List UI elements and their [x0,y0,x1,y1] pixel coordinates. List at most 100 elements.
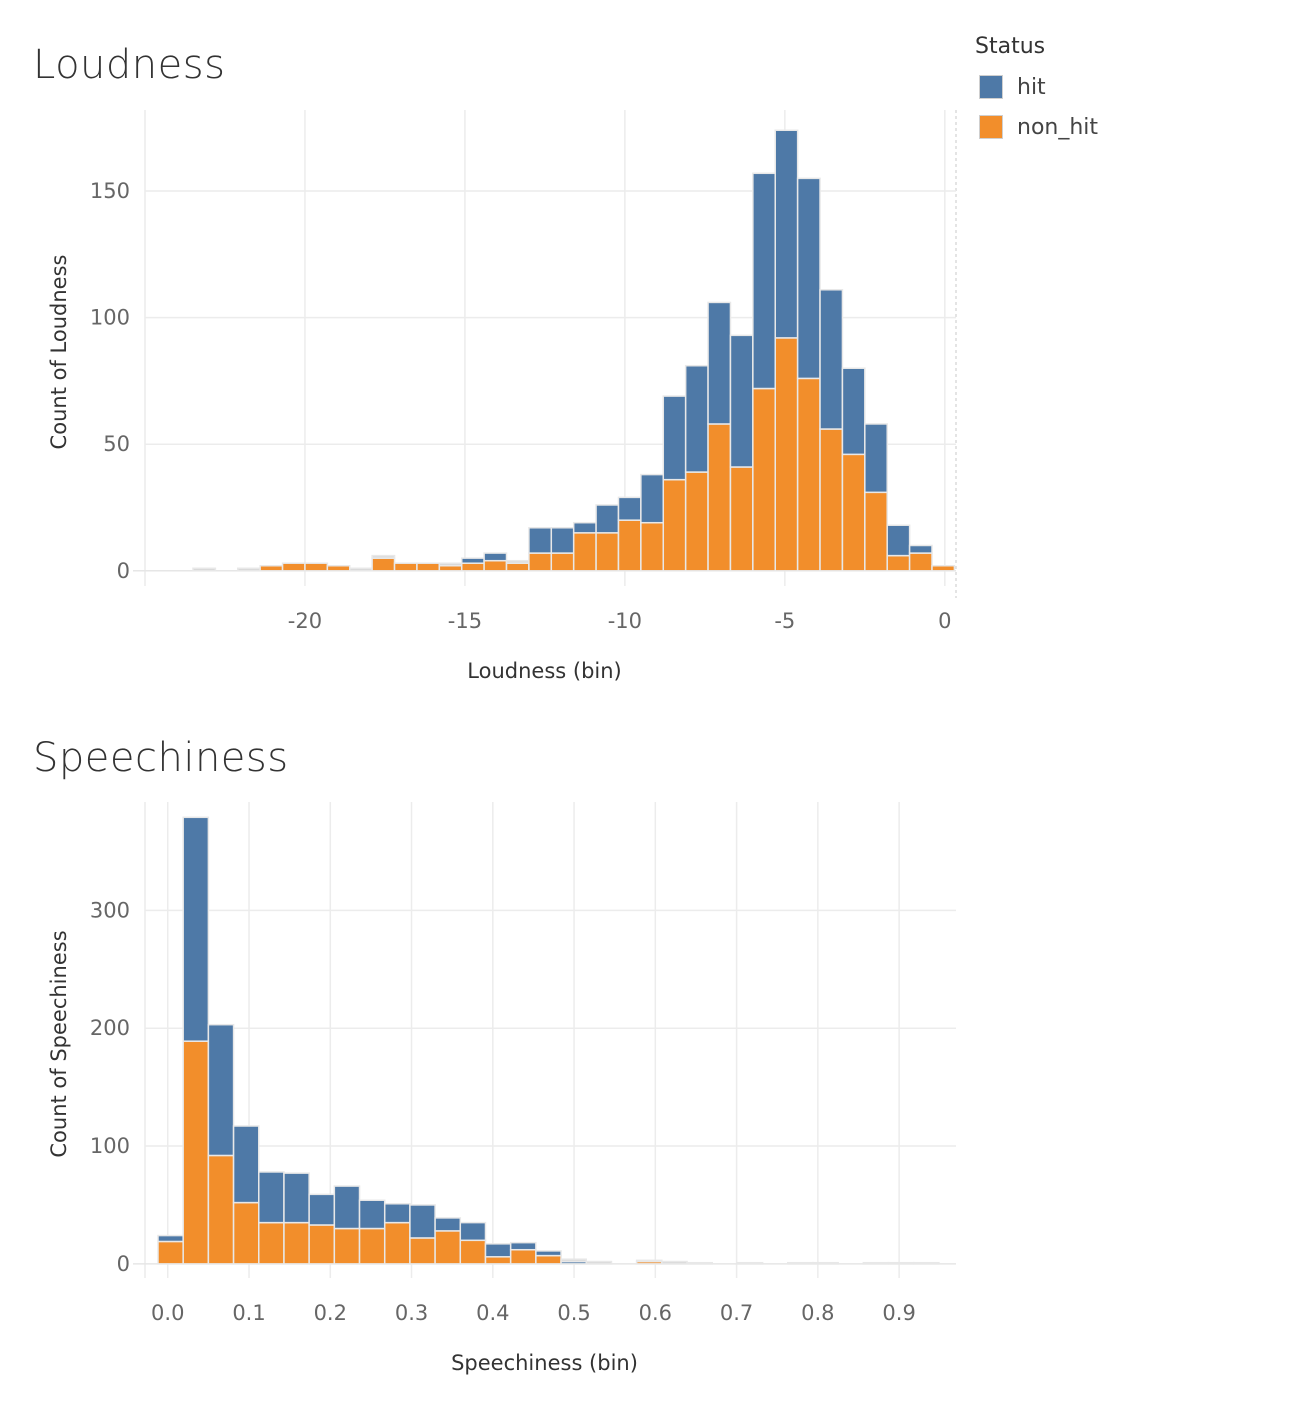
bar-segment [787,1261,814,1265]
bar-segment [528,552,553,572]
bar-segment [862,1261,890,1265]
bar-segment [192,567,217,572]
bar-segment [595,532,620,572]
bar-segment [333,1227,361,1265]
bar-segment [505,562,530,572]
bar-segment [684,364,709,473]
bar-segment [560,1258,588,1263]
bar-segment [535,1250,562,1257]
legend-title: Status [975,34,1046,59]
bar-segment [796,377,821,572]
y-tick-label: 150 [90,179,130,203]
bar-segment [684,471,709,572]
x-tick-label: -15 [448,609,482,633]
bar-segment [283,1172,310,1224]
x-tick-label: 0.3 [395,1301,428,1325]
bar-segment [908,552,933,572]
y-axis-title: Count of Loudness [47,255,71,450]
bar-segment [207,1023,235,1157]
x-axis-title: Speechiness (bin) [451,1351,638,1375]
bar-segment [333,1185,361,1230]
bar-segment [796,177,821,380]
bar-segment [232,1125,260,1204]
bar-segment [459,1239,487,1265]
x-axis-title: Loudness (bin) [467,659,621,683]
bar-segment [729,334,754,468]
bar-segment [438,562,463,567]
bar-segment [887,1261,915,1265]
bar-segment [707,423,732,572]
bar-segment [662,395,687,481]
bar-segment [864,423,888,494]
x-tick-label: 0.9 [882,1301,915,1325]
bar-segment [864,491,888,572]
chart-title-loudness: Loudness [33,42,226,88]
bar-segment [383,1203,411,1224]
bar-segment [483,559,508,572]
legend-label-hit: hit [1017,74,1046,100]
bar-segment [528,527,553,554]
bar-segment [535,1254,562,1265]
bar-segment [484,1256,512,1265]
y-tick-label: 100 [90,1134,130,1158]
bar-segment [434,1230,462,1265]
bar-segment [371,557,396,572]
bar-segment [752,172,776,390]
bar-segment [434,1217,462,1232]
bar-segment [774,129,799,339]
bar-segment [358,1227,386,1265]
bar-segment [505,559,530,564]
x-tick-label: 0.8 [801,1301,834,1325]
bar-segment [686,1261,713,1265]
bar-segment [484,1243,512,1258]
bar-segment [438,564,463,572]
x-tick-label: -10 [608,609,642,633]
y-tick-label: 200 [90,1016,130,1040]
bar-segment [460,562,485,572]
legend-item-hit[interactable]: hit [975,67,1098,107]
bar-segment [572,521,597,534]
bar-segment [460,557,485,564]
bar-segment [326,564,351,572]
bar-segment [841,367,866,456]
bar-segment [182,1040,210,1265]
bar-segment [812,1261,839,1265]
bar-segment [232,1201,260,1265]
y-tick-label: 300 [90,898,130,922]
legend: Status hit non_hit [975,34,1098,147]
bar-segment [819,428,844,572]
bar-segment [640,473,665,524]
legend-swatch-hit [979,75,1003,99]
x-tick-label: 0.4 [476,1301,509,1325]
bar-segment [483,552,508,562]
bar-segment [281,562,306,572]
bar-segment [662,478,687,572]
bar-segment [182,816,210,1042]
bar-segment [635,1259,663,1263]
bar-segment [931,564,956,572]
bar-segment [640,521,665,572]
bar-segment [736,1261,764,1265]
bar-segment [416,562,441,572]
bar-segment [259,564,284,572]
bar-segment [304,562,329,572]
bar-segment [886,554,911,572]
x-tick-label: 0.5 [557,1301,590,1325]
bar-segment [258,1221,285,1265]
bar-segment [774,337,799,572]
bar-segment [819,289,844,430]
bar-segment [157,1240,184,1265]
bar-segment [908,544,933,554]
bar-segment [358,1199,386,1230]
bar-segment [617,519,642,572]
legend-item-non-hit[interactable]: non_hit [975,107,1098,147]
x-tick-label: 0.2 [314,1301,347,1325]
bar-segment [348,567,373,572]
bar-segment [237,567,261,572]
x-tick-label: 0.7 [720,1301,753,1325]
bar-segment [661,1260,688,1265]
bar-segment [752,387,776,572]
bar-segment [886,524,911,557]
x-tick-label: 0.0 [151,1301,184,1325]
